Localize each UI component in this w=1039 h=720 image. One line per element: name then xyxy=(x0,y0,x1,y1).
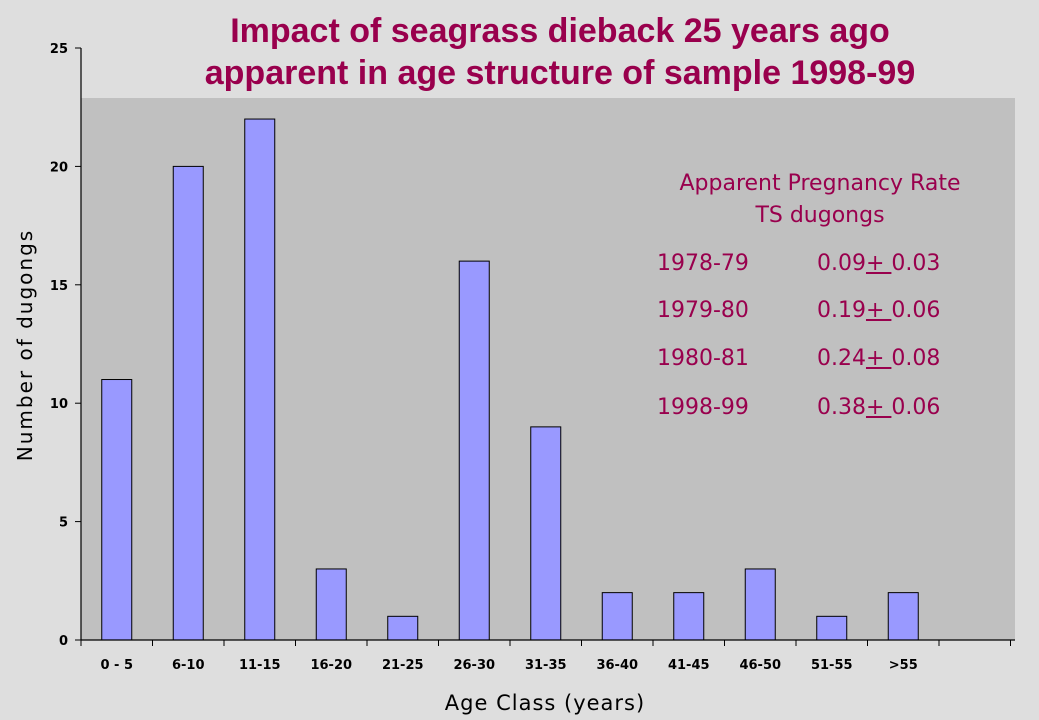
chart-title: Impact of seagrass dieback 25 years ago … xyxy=(60,10,1039,94)
annotation-row: 1978-79 0.09+ 0.03 xyxy=(657,251,940,276)
y-tick-label: 5 xyxy=(59,516,68,531)
x-tick-label: 21-25 xyxy=(382,658,424,673)
annotation-period: 1998-99 xyxy=(657,395,749,420)
bar-46-50 xyxy=(744,568,776,641)
annotation-row: 1979-80 0.19+ 0.06 xyxy=(657,298,940,323)
x-tick-label: 6-10 xyxy=(172,658,205,673)
y-tick-label: 20 xyxy=(50,160,68,175)
x-tick-label: 31-35 xyxy=(525,658,567,673)
annotation-period: 1980-81 xyxy=(657,346,749,371)
y-tick-label: 10 xyxy=(50,397,68,412)
annotation-plusminus: + xyxy=(865,346,892,371)
bar-11-15 xyxy=(244,118,276,641)
annotation-se: 0.06 xyxy=(891,298,941,323)
x-axis-label: Age Class (years) xyxy=(445,691,645,715)
annotation-row: 1980-81 0.24+ 0.08 xyxy=(657,346,940,371)
y-tick-label: 15 xyxy=(50,279,68,294)
chart-title-line-2: apparent in age structure of sample 1998… xyxy=(204,54,916,92)
x-tick-label: >55 xyxy=(889,658,918,673)
x-tick-label: 0 - 5 xyxy=(100,658,133,673)
y-axis-label: Number of dugongs xyxy=(13,229,37,461)
annotation-title: Apparent Pregnancy Rate TS dugongs xyxy=(620,168,1020,232)
x-tick-label: 51-55 xyxy=(811,658,853,673)
x-tick-label: 36-40 xyxy=(596,658,638,673)
bar-0 - 5 xyxy=(101,379,133,641)
bar->55 xyxy=(887,592,919,641)
annotation-se: 0.03 xyxy=(891,251,941,276)
annotation-se: 0.08 xyxy=(891,346,941,371)
bar-6-10 xyxy=(172,165,204,641)
annotation-plusminus: + xyxy=(865,298,892,323)
y-tick-label: 25 xyxy=(50,42,68,57)
annotation-title-line-1: Apparent Pregnancy Rate xyxy=(679,171,961,196)
annotation-se: 0.06 xyxy=(891,395,941,420)
annotation-period: 1979-80 xyxy=(657,298,749,323)
annotation-rate: 0.38 xyxy=(817,395,866,420)
bars-group xyxy=(101,118,919,641)
bar-41-45 xyxy=(673,592,705,641)
x-tick-label: 46-50 xyxy=(739,658,781,673)
bar-16-20 xyxy=(315,568,347,641)
bar-21-25 xyxy=(387,615,419,641)
annotation-title-line-2: TS dugongs xyxy=(755,203,885,228)
chart-title-line-1: Impact of seagrass dieback 25 years ago xyxy=(230,12,890,50)
bar-36-40 xyxy=(601,592,633,641)
annotation-plusminus: + xyxy=(865,395,892,420)
annotation-row: 1998-99 0.38+ 0.06 xyxy=(657,395,940,420)
x-ticks-group: 0 - 5 6-10 11-15 16-20 21-25 26-30 31-35 36-40 4… xyxy=(80,640,1011,673)
x-tick-label: 26-30 xyxy=(453,658,495,673)
x-tick-label: 41-45 xyxy=(668,658,710,673)
bar-26-30 xyxy=(458,260,490,641)
annotation-rate: 0.19 xyxy=(817,298,866,323)
x-tick-label: 11-15 xyxy=(239,658,281,673)
annotation-rate: 0.24 xyxy=(817,346,866,371)
x-tick-label: 16-20 xyxy=(310,658,352,673)
y-tick-label: 0 xyxy=(59,634,68,649)
bar-31-35 xyxy=(530,426,562,641)
annotation-period: 1978-79 xyxy=(657,251,749,276)
y-ticks-group: 0 5 10 15 20 25 xyxy=(50,42,81,649)
annotation-plusminus: + xyxy=(865,251,892,276)
bar-51-55 xyxy=(816,615,848,641)
annotation-rate: 0.09 xyxy=(817,251,866,276)
